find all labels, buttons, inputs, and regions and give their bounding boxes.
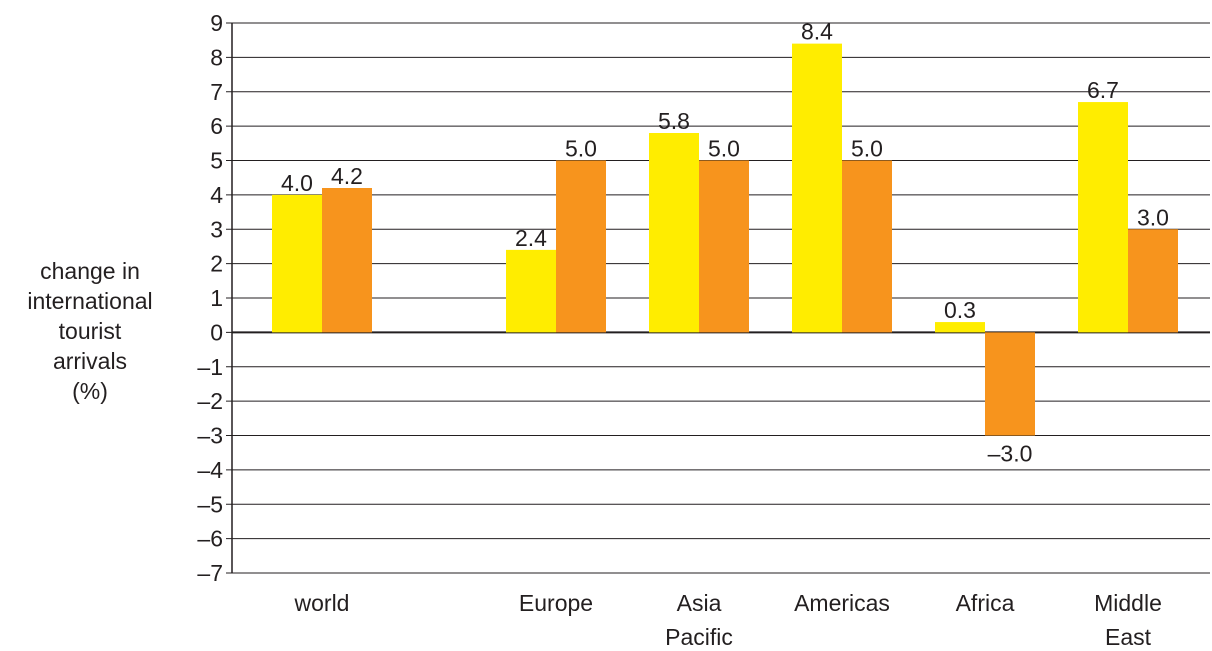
y-tick-label: –5 [197,491,223,517]
bar [322,188,372,333]
y-tick-label: –3 [197,423,223,449]
y-axis-label: change in international tourist arrivals… [0,256,180,406]
x-tick-label: Middle [1094,590,1162,616]
x-tick-label: Africa [956,590,1015,616]
y-axis-label-line: tourist [58,318,122,344]
bar [792,43,842,333]
data-label: 5.0 [565,136,597,162]
y-tick-label: –1 [197,354,223,380]
bar [649,133,699,333]
x-tick-label: Asia [677,590,722,616]
y-tick-label: 6 [210,113,223,139]
data-label: 6.7 [1087,77,1119,103]
data-label: 4.2 [331,163,363,189]
y-tick-label: 7 [210,79,223,105]
y-tick-label: –4 [197,457,223,483]
y-tick-label: –7 [197,560,223,586]
data-label: 5.0 [708,136,740,162]
data-label: 0.3 [944,297,976,323]
bar [935,322,985,333]
bar [556,160,606,333]
y-tick-label: 1 [210,285,223,311]
x-tick-label: Americas [794,590,890,616]
y-tick-label: 8 [210,44,223,70]
bar [842,160,892,333]
data-label: 5.8 [658,108,690,134]
bar [985,332,1035,436]
bar [272,194,322,333]
y-tick-label: 0 [210,319,223,345]
y-tick-label: 3 [210,216,223,242]
bar [699,160,749,333]
y-tick-label: 4 [210,182,223,208]
x-tick-label: East [1105,624,1152,650]
bar [506,249,556,333]
y-axis-label-line: (%) [72,378,108,404]
y-tick-label: 5 [210,148,223,174]
data-label: –3.0 [988,441,1033,467]
x-tick-label: Pacific [665,624,733,650]
x-tick-label: Europe [519,590,593,616]
y-axis-label-line: arrivals [52,348,128,374]
data-label: 4.0 [281,170,313,196]
data-label: 2.4 [515,225,547,251]
bar [1078,102,1128,333]
y-axis-label-line: international [27,288,153,314]
x-tick-label: world [294,590,350,616]
y-tick-label: 2 [210,251,223,277]
bar [1128,229,1178,333]
y-tick-label: 9 [210,10,223,36]
y-axis-label-line: change in [40,258,140,284]
y-tick-label: –6 [197,526,223,552]
y-tick-label: –2 [197,388,223,414]
data-label: 5.0 [851,136,883,162]
data-label: 3.0 [1137,204,1169,230]
data-label: 8.4 [801,19,833,45]
